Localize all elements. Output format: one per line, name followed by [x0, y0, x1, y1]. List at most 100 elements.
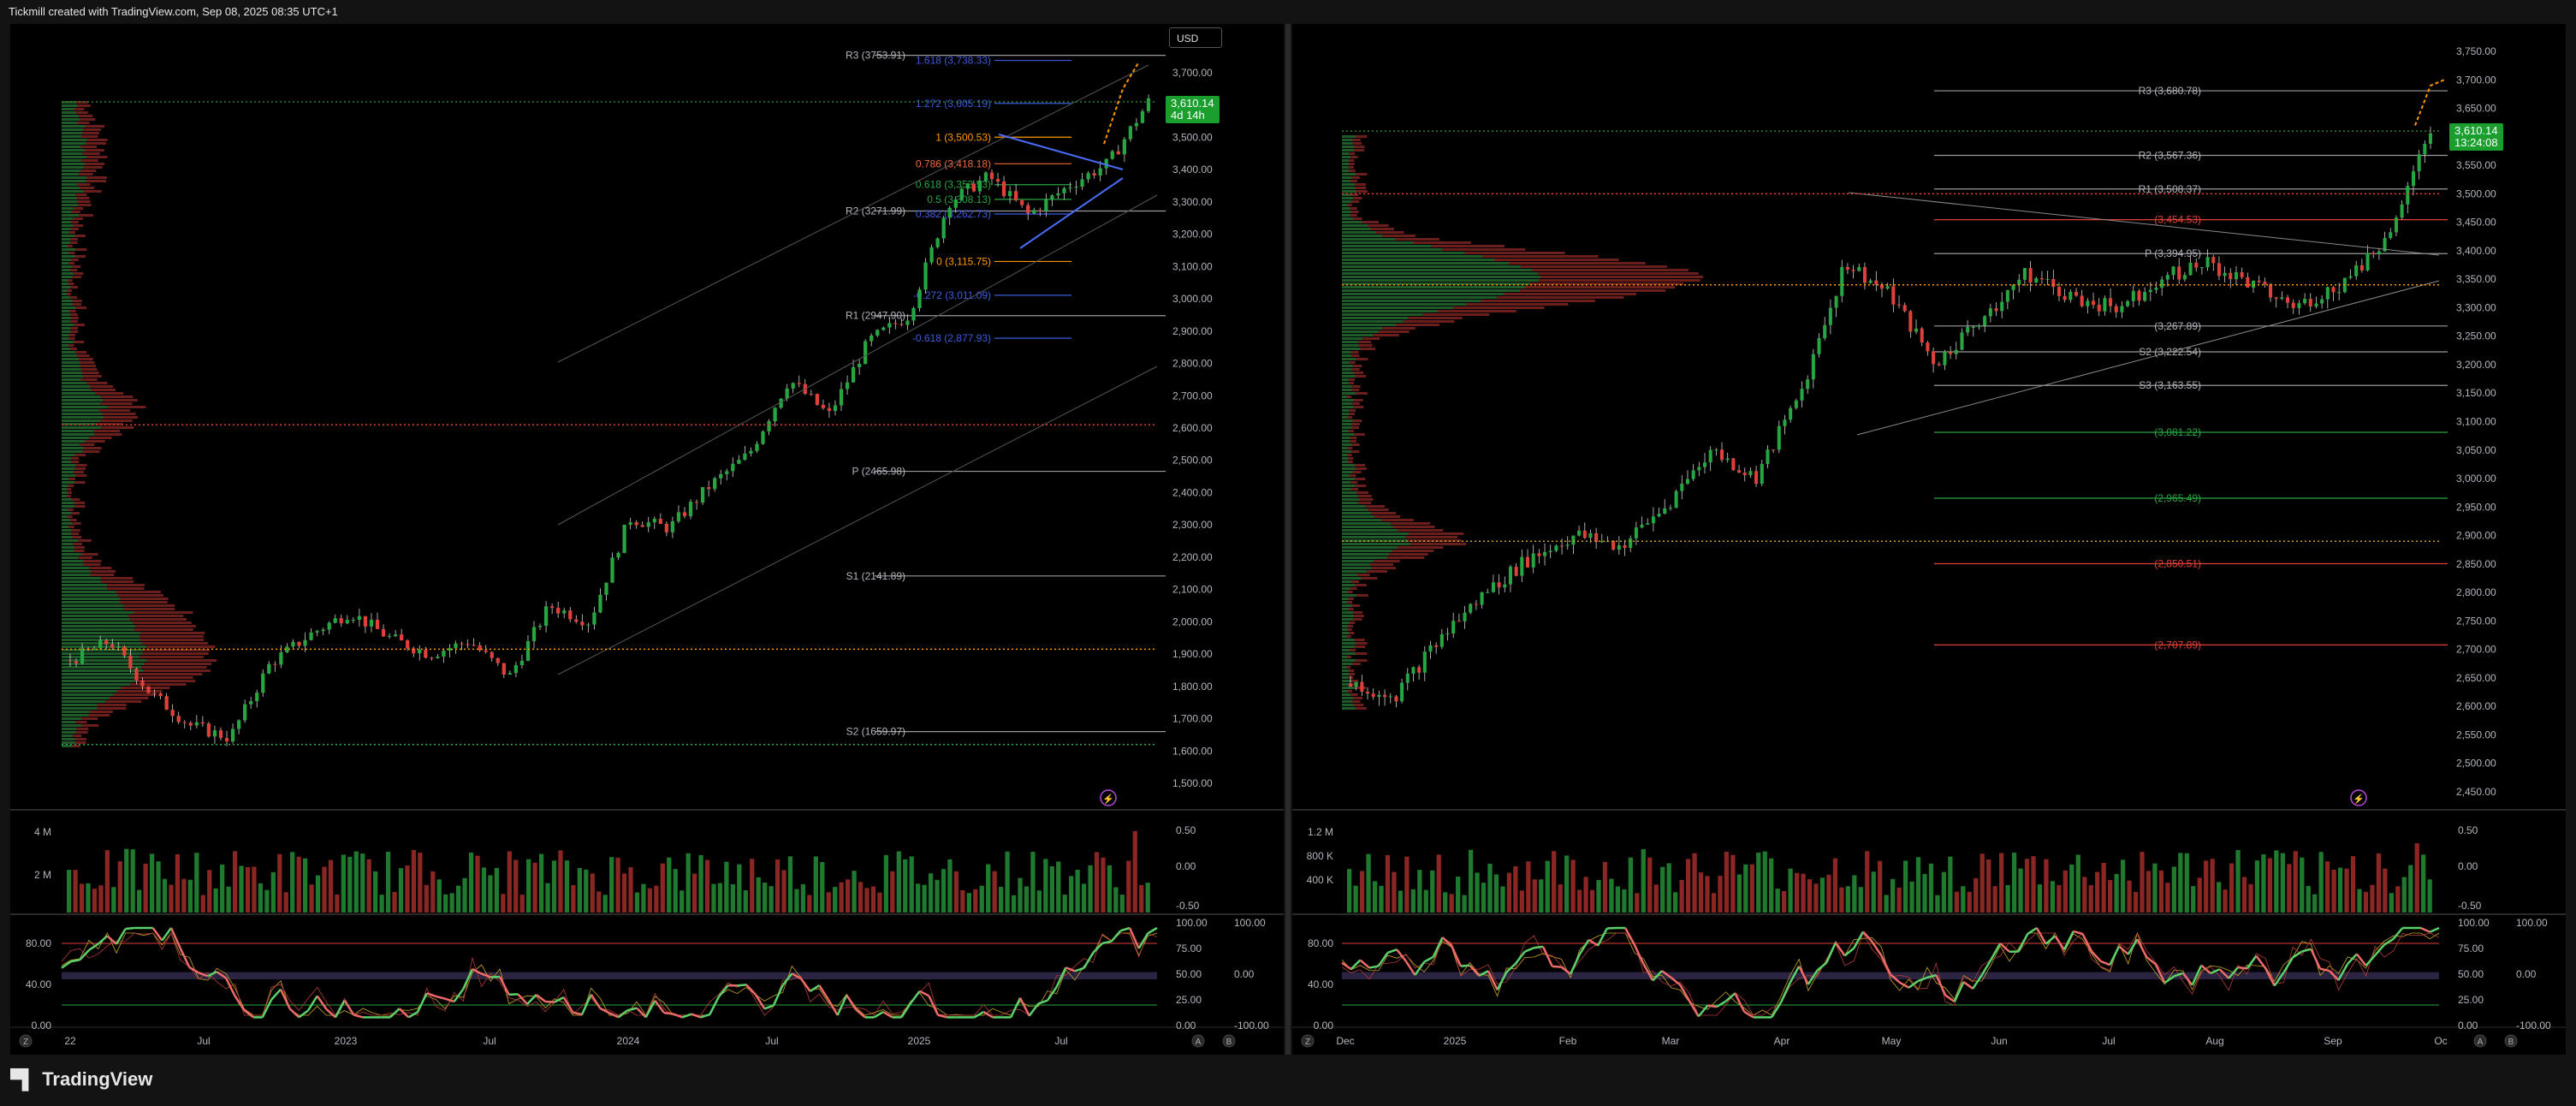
- volume-bar: [2178, 853, 2183, 913]
- candle-body: [2205, 257, 2210, 268]
- osc-main-line: [1707, 1004, 1718, 1008]
- volume-bar: [1094, 852, 1100, 913]
- volume-bar: [2344, 868, 2349, 913]
- volume-profile-bar: [62, 183, 78, 186]
- osc-signal-line: [1341, 931, 2440, 1016]
- candle-body: [128, 655, 133, 669]
- volume-profile-bar: [1348, 382, 1354, 384]
- candle-body: [393, 634, 398, 637]
- candle-body: [959, 188, 964, 199]
- volume-bar: [1532, 879, 1537, 913]
- candle-body: [1463, 612, 1467, 621]
- osc-main-line: [353, 1014, 364, 1019]
- volume-profile-bar: [62, 598, 121, 600]
- volume-right-tick: 0.00: [1176, 860, 1196, 872]
- volume-bar: [1769, 858, 1774, 913]
- candle-body: [1480, 592, 1484, 605]
- candle-body: [158, 693, 163, 697]
- candle-body: [719, 473, 723, 479]
- candle-body: [1080, 179, 1084, 187]
- volume-profile-bar: [62, 461, 72, 463]
- pivot-label: P (2465.98): [852, 466, 906, 478]
- volume-profile-bar: [1342, 536, 1406, 538]
- candle-body: [785, 388, 789, 399]
- currency-selector[interactable]: USD: [1169, 27, 1222, 48]
- volume-bar: [1443, 892, 1448, 913]
- volume-profile-bar: [62, 502, 74, 504]
- volume-profile-bar: [62, 656, 140, 658]
- volume-profile-bar: [62, 683, 131, 686]
- left-chart-svg[interactable]: 3,700.003,600.003,500.003,400.003,300.00…: [10, 24, 1284, 1055]
- candle-body: [351, 619, 355, 621]
- volume-profile-bar: [62, 413, 103, 415]
- volume-profile-bar: [1352, 471, 1362, 473]
- volume-profile-bar: [1482, 255, 1599, 258]
- candle-body: [2383, 237, 2387, 252]
- candle-body: [1422, 651, 1427, 673]
- volume-profile-bar: [74, 471, 84, 473]
- axis-marker-label: B: [1226, 1038, 1232, 1047]
- volume-profile-bar: [62, 676, 134, 679]
- osc-main-line: [1046, 986, 1058, 1002]
- osc-main-line: [1074, 966, 1085, 972]
- volume-bar: [481, 867, 487, 913]
- volume-profile-bar: [1342, 419, 1353, 422]
- volume-bar: [181, 878, 187, 913]
- candle-body: [713, 478, 717, 490]
- pane-divider[interactable]: [1285, 24, 1291, 1055]
- volume-bar: [398, 868, 404, 913]
- volume-profile-bar: [1354, 645, 1366, 648]
- volume-profile-bar: [1350, 481, 1358, 484]
- volume-profile-bar: [1342, 697, 1354, 699]
- candle-body: [2097, 304, 2101, 312]
- volume-profile-bar: [1342, 567, 1372, 569]
- osc-main-line: [1469, 964, 1481, 977]
- volume-bar: [864, 888, 870, 913]
- osc-main-line: [1387, 948, 1398, 954]
- volume-profile-bar: [1342, 320, 1404, 323]
- osc-main-line: [818, 984, 830, 1001]
- right-chart-panel[interactable]: 3,750.003,700.003,650.003,600.003,550.00…: [1292, 24, 2566, 1055]
- osc-main-line: [1697, 1004, 1709, 1018]
- volume-profile-bar: [71, 211, 80, 213]
- volume-profile-bar: [1358, 495, 1372, 497]
- volume-bar: [2197, 877, 2202, 913]
- candle-body: [640, 525, 644, 527]
- volume-profile-bar: [1350, 683, 1358, 686]
- candle-body: [98, 639, 103, 649]
- volume-profile-bar: [62, 485, 68, 487]
- volume-bar: [347, 856, 353, 913]
- last-price-badge: 3,610.14 13:24:08: [2449, 123, 2503, 151]
- volume-bar: [2005, 884, 2010, 913]
- candle-body: [1525, 556, 1530, 568]
- osc-main-line: [1119, 926, 1131, 932]
- volume-bar: [1622, 889, 1627, 913]
- volume-bar: [2312, 894, 2318, 913]
- osc-main-line: [1807, 969, 1819, 985]
- volume-bar: [379, 895, 384, 913]
- volume-profile-bar: [1408, 317, 1463, 319]
- candle-body: [92, 648, 97, 650]
- volume-bar: [2101, 862, 2106, 913]
- volume-bar: [1794, 872, 1800, 913]
- candle-body: [152, 693, 157, 694]
- volume-profile-bar: [1342, 183, 1356, 186]
- volume-profile-bar: [83, 447, 102, 449]
- volume-profile-bar: [62, 385, 91, 388]
- candle-body: [628, 522, 632, 525]
- pivot-label: (2,965.49): [2154, 492, 2201, 504]
- candle-body: [267, 663, 271, 674]
- brand-name: TradingView: [42, 1068, 153, 1090]
- right-chart-svg[interactable]: 3,750.003,700.003,650.003,600.003,550.00…: [1292, 24, 2566, 1055]
- volume-profile-bar: [1342, 639, 1355, 641]
- tradingview-logo[interactable]: ▀▌ TradingView: [10, 1068, 152, 1091]
- left-chart-panel[interactable]: 3,700.003,600.003,500.003,400.003,300.00…: [10, 24, 1284, 1055]
- volume-profile-bar: [1349, 152, 1356, 155]
- candle-body: [2337, 292, 2342, 294]
- candle-body: [1697, 467, 1701, 471]
- volume-bar: [1813, 883, 1819, 913]
- volume-profile-bar: [62, 481, 75, 484]
- volume-profile-bar: [103, 416, 138, 419]
- volume-bar: [691, 873, 697, 913]
- volume-profile-bar: [1342, 276, 1541, 278]
